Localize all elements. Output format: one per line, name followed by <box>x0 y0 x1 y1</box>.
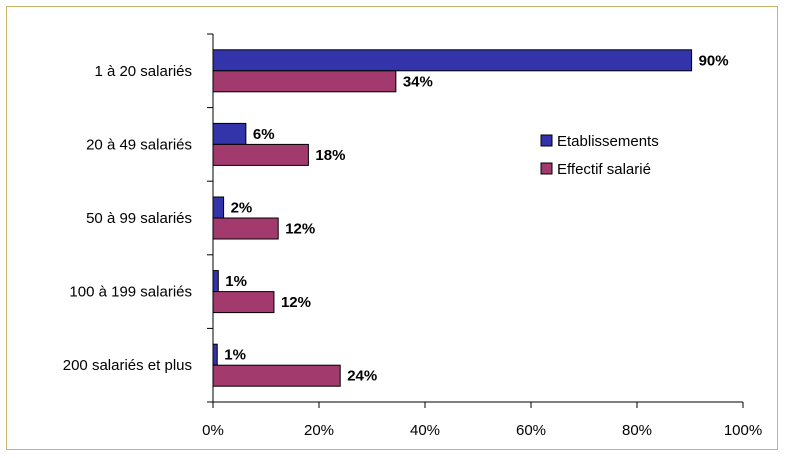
axes-group <box>207 33 744 408</box>
bar-effectif-salarie-1-a-20-salaries <box>212 70 397 93</box>
bar-etablissements-200-salaries-et-plus <box>212 343 218 366</box>
x-tick-label-60: 60% <box>516 422 546 439</box>
data-label-effectif-salarie-1-a-20-salaries: 34% <box>403 73 433 90</box>
category-label-100-a-199-salaries: 100 à 199 salariés <box>69 284 192 301</box>
data-label-effectif-salarie-200-salaries-et-plus: 24% <box>347 368 377 385</box>
bar-etablissements-20-a-49-salaries <box>212 122 247 145</box>
x-tick-label-20: 20% <box>304 422 334 439</box>
bar-effectif-salarie-20-a-49-salaries <box>212 143 309 166</box>
x-tick-label-100: 100% <box>724 422 762 439</box>
bars-group <box>212 49 693 387</box>
legend-swatch-effectif-salarie <box>540 162 553 175</box>
data-label-etablissements-1-a-20-salaries: 90% <box>699 52 729 69</box>
bar-effectif-salarie-200-salaries-et-plus <box>212 364 341 387</box>
bar-effectif-salarie-50-a-99-salaries <box>212 217 279 240</box>
data-label-effectif-salarie-50-a-99-salaries: 12% <box>285 221 315 238</box>
category-label-1-a-20-salaries: 1 à 20 salariés <box>94 63 192 80</box>
legend-label-effectif-salarie: Effectif salarié <box>557 161 651 178</box>
data-label-effectif-salarie-20-a-49-salaries: 18% <box>315 147 345 164</box>
bar-etablissements-1-a-20-salaries <box>212 49 693 72</box>
bar-etablissements-50-a-99-salaries <box>212 196 225 219</box>
bar-etablissements-100-a-199-salaries <box>212 270 219 293</box>
data-label-etablissements-200-salaries-et-plus: 1% <box>224 347 246 364</box>
data-label-effectif-salarie-100-a-199-salaries: 12% <box>281 294 311 311</box>
legend-swatch-etablissements <box>540 134 553 147</box>
x-tick-label-0: 0% <box>202 422 224 439</box>
x-tick-label-40: 40% <box>410 422 440 439</box>
bar-effectif-salarie-100-a-199-salaries <box>212 291 275 314</box>
legend: Etablissements Effectif salarié <box>540 133 659 178</box>
data-label-etablissements-50-a-99-salaries: 2% <box>231 200 253 217</box>
category-label-50-a-99-salaries: 50 à 99 salariés <box>86 210 192 227</box>
data-label-etablissements-20-a-49-salaries: 6% <box>253 126 275 143</box>
category-label-20-a-49-salaries: 20 à 49 salariés <box>86 136 192 153</box>
x-tick-label-80: 80% <box>622 422 652 439</box>
legend-label-etablissements: Etablissements <box>557 133 659 150</box>
category-label-200-salaries-et-plus: 200 salariés et plus <box>63 357 192 374</box>
data-label-etablissements-100-a-199-salaries: 1% <box>225 273 247 290</box>
labels-group: 90% 34% 1 à 20 salariés 6% 18% 20 à 49 salari… <box>63 52 762 439</box>
